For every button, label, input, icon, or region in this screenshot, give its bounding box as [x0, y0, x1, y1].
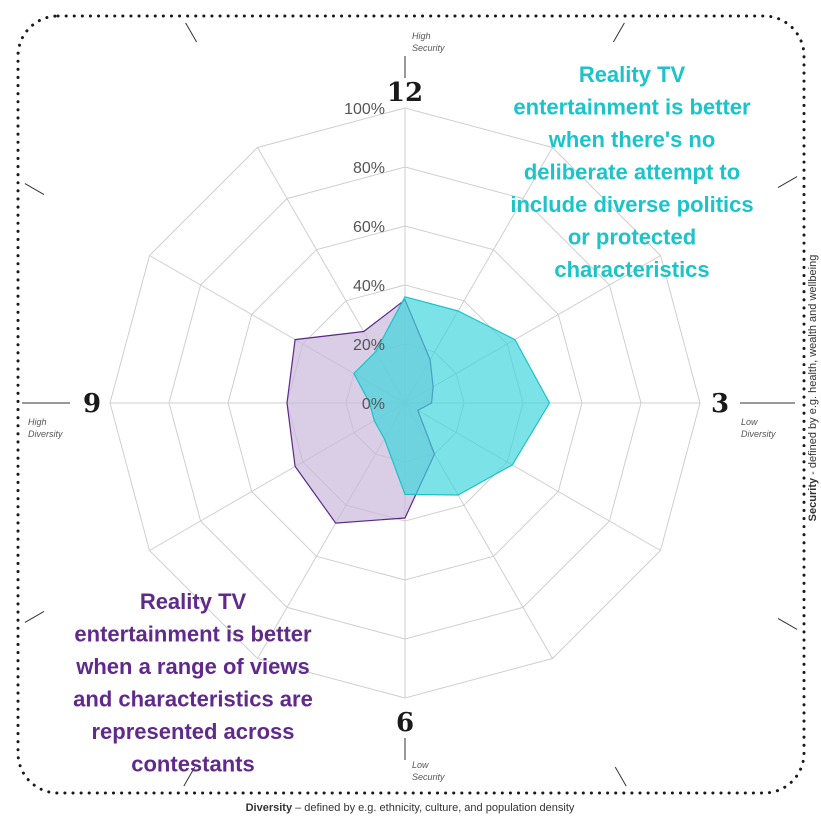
radial-tick-label-4: 80% [353, 160, 385, 177]
high-security-label-line1: High [412, 31, 431, 41]
clock-label-6: 6 [396, 708, 414, 738]
edge-tick-4 [777, 617, 798, 630]
ann-teal-line-3: deliberate attempt to [524, 160, 740, 185]
ann-purple-line-2: when a range of views [75, 654, 310, 679]
series-layer [286, 296, 551, 524]
annotation-non-diverse: Reality TV entertainment is better when th… [510, 62, 753, 282]
edge-tick-10 [24, 183, 45, 196]
edge-ticks [22, 22, 798, 787]
ann-teal-line-4: include diverse politics [510, 192, 753, 217]
edge-tick-11 [185, 22, 198, 43]
low-security-label-line2: Security [412, 772, 445, 782]
high-security-label-line2: Security [412, 43, 445, 53]
ann-teal-line-0: Reality TV [579, 62, 686, 87]
clock-label-9: 9 [83, 389, 101, 419]
ann-teal-line-6: characteristics [554, 257, 709, 282]
high-diversity-label-line1: High [28, 417, 47, 427]
radial-tick-label-0: 0% [362, 396, 385, 413]
radial-tick-label-2: 40% [353, 278, 385, 295]
edge-tick-2 [777, 176, 798, 189]
edge-tick-1 [612, 22, 625, 43]
x-axis-caption: Diversity – defined by e.g. ethnicity, c… [246, 802, 575, 814]
annotation-diverse: Reality TV entertainment is better when a … [73, 589, 313, 777]
ann-teal-line-2: when there's no [548, 127, 716, 152]
y-axis-caption-rest: - defined by e.g. health, wealth and wel… [807, 255, 819, 478]
dotted-frame [16, 14, 806, 795]
low-diversity-label-line1: Low [741, 417, 758, 427]
clock-label-3: 3 [711, 389, 729, 419]
radial-tick-label-5: 100% [344, 101, 385, 118]
ann-purple-line-3: and characteristics are [73, 687, 313, 712]
low-security-label-line1: Low [412, 760, 429, 770]
ann-purple-line-1: entertainment is better [74, 622, 312, 647]
low-diversity-label-line2: Diversity [741, 429, 776, 439]
edge-tick-5 [614, 766, 627, 787]
edge-tick-8 [24, 610, 45, 623]
clock-label-12: 12 [387, 78, 423, 108]
ann-purple-line-5: contestants [131, 752, 254, 777]
y-axis-caption-bold: Security [807, 477, 819, 521]
radial-tick-label-1: 20% [353, 337, 385, 354]
ann-purple-line-0: Reality TV [140, 589, 247, 614]
x-axis-caption-rest: – defined by e.g. ethnicity, culture, an… [292, 802, 575, 814]
edge-tick-7 [183, 766, 196, 787]
radial-tick-labels: 0% 20% 40% 60% 80% 100% [344, 101, 385, 413]
ann-purple-line-4: represented across [92, 719, 295, 744]
ann-teal-line-1: entertainment is better [513, 95, 751, 120]
y-axis-caption: Security - defined by e.g. health, wealt… [807, 255, 819, 522]
x-axis-caption-bold: Diversity [246, 802, 293, 814]
ann-teal-line-5: or protected [568, 225, 696, 250]
radial-tick-label-3: 60% [353, 219, 385, 236]
high-diversity-label-line2: Diversity [28, 429, 63, 439]
